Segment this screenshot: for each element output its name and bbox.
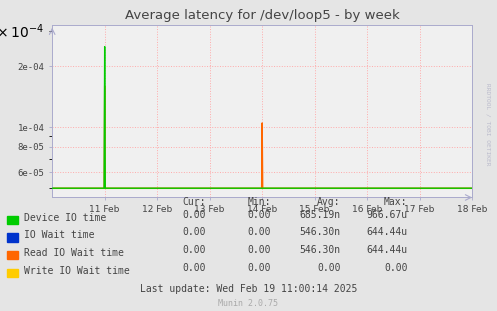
Text: 0.00: 0.00 xyxy=(183,263,206,273)
Text: 685.19n: 685.19n xyxy=(299,210,340,220)
Text: 0.00: 0.00 xyxy=(183,245,206,255)
Text: 546.30n: 546.30n xyxy=(299,245,340,255)
Text: 546.30n: 546.30n xyxy=(299,227,340,237)
Text: Min:: Min: xyxy=(248,197,271,207)
Text: Avg:: Avg: xyxy=(317,197,340,207)
Text: 966.67u: 966.67u xyxy=(366,210,408,220)
Text: Cur:: Cur: xyxy=(183,197,206,207)
Text: 644.44u: 644.44u xyxy=(366,227,408,237)
Text: 0.00: 0.00 xyxy=(248,245,271,255)
Text: Device IO time: Device IO time xyxy=(24,213,106,223)
Text: RRDTOOL / TOBI OETIKER: RRDTOOL / TOBI OETIKER xyxy=(486,83,491,166)
Text: Munin 2.0.75: Munin 2.0.75 xyxy=(219,299,278,308)
Text: 0.00: 0.00 xyxy=(183,227,206,237)
Text: Max:: Max: xyxy=(384,197,408,207)
Text: 644.44u: 644.44u xyxy=(366,245,408,255)
Text: Last update: Wed Feb 19 11:00:14 2025: Last update: Wed Feb 19 11:00:14 2025 xyxy=(140,284,357,294)
Text: Write IO Wait time: Write IO Wait time xyxy=(24,266,130,276)
Text: 0.00: 0.00 xyxy=(248,227,271,237)
Text: 0.00: 0.00 xyxy=(384,263,408,273)
Text: 0.00: 0.00 xyxy=(248,263,271,273)
Text: 0.00: 0.00 xyxy=(317,263,340,273)
Text: 0.00: 0.00 xyxy=(248,210,271,220)
Text: 0.00: 0.00 xyxy=(183,210,206,220)
Text: IO Wait time: IO Wait time xyxy=(24,230,94,240)
Text: Read IO Wait time: Read IO Wait time xyxy=(24,248,124,258)
Title: Average latency for /dev/loop5 - by week: Average latency for /dev/loop5 - by week xyxy=(125,9,400,22)
